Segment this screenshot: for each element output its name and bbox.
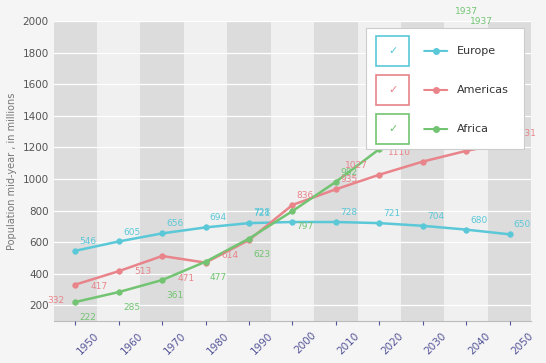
Text: 285: 285 [123,303,140,312]
Text: 656: 656 [167,220,183,228]
Bar [488,21,531,321]
Text: 935: 935 [340,175,357,184]
Text: 797: 797 [296,222,314,231]
Text: 361: 361 [167,291,183,300]
Text: ✓: ✓ [388,85,397,95]
Bar [97,21,140,321]
Bar [227,21,271,321]
Bar [54,21,97,321]
Text: 650: 650 [514,220,531,229]
Text: 728: 728 [253,208,271,217]
Text: 605: 605 [123,228,140,237]
Text: 332: 332 [48,296,64,305]
Text: 1231: 1231 [514,129,537,138]
Text: ✓: ✓ [388,46,397,56]
Bar [140,21,184,321]
Text: 417: 417 [91,282,108,291]
Text: 623: 623 [253,250,270,259]
Text: 471: 471 [178,274,195,283]
FancyBboxPatch shape [376,36,410,66]
Text: 1937: 1937 [470,17,493,26]
Text: Americas: Americas [457,85,509,95]
Text: 614: 614 [221,251,239,260]
Text: 1110: 1110 [388,148,411,157]
Text: 721: 721 [253,209,270,218]
FancyBboxPatch shape [376,114,410,144]
Text: 513: 513 [134,267,152,276]
Text: 1189: 1189 [383,135,406,144]
Text: 477: 477 [210,273,227,282]
FancyBboxPatch shape [366,28,524,148]
Text: 546: 546 [80,237,97,246]
Bar [444,21,488,321]
Text: Africa: Africa [457,124,489,134]
Bar [358,21,401,321]
Text: ✓: ✓ [388,124,397,134]
Text: 1178: 1178 [470,137,493,146]
Bar [401,21,444,321]
Text: Europe: Europe [457,46,496,56]
Bar [271,21,314,321]
Text: 694: 694 [210,213,227,223]
Text: 1027: 1027 [345,161,367,170]
Text: 982: 982 [340,168,357,177]
Bar [184,21,227,321]
Text: 704: 704 [427,212,444,221]
Text: 728: 728 [340,208,357,217]
Text: 1416: 1416 [427,99,450,108]
Bar [314,21,358,321]
Text: 1937: 1937 [455,7,478,16]
Text: 836: 836 [296,191,314,200]
Text: 222: 222 [80,313,96,322]
Text: 680: 680 [470,216,488,225]
FancyBboxPatch shape [376,75,410,105]
Y-axis label: Population mid-year , in millions: Population mid-year , in millions [7,93,17,250]
Text: 721: 721 [383,209,401,218]
